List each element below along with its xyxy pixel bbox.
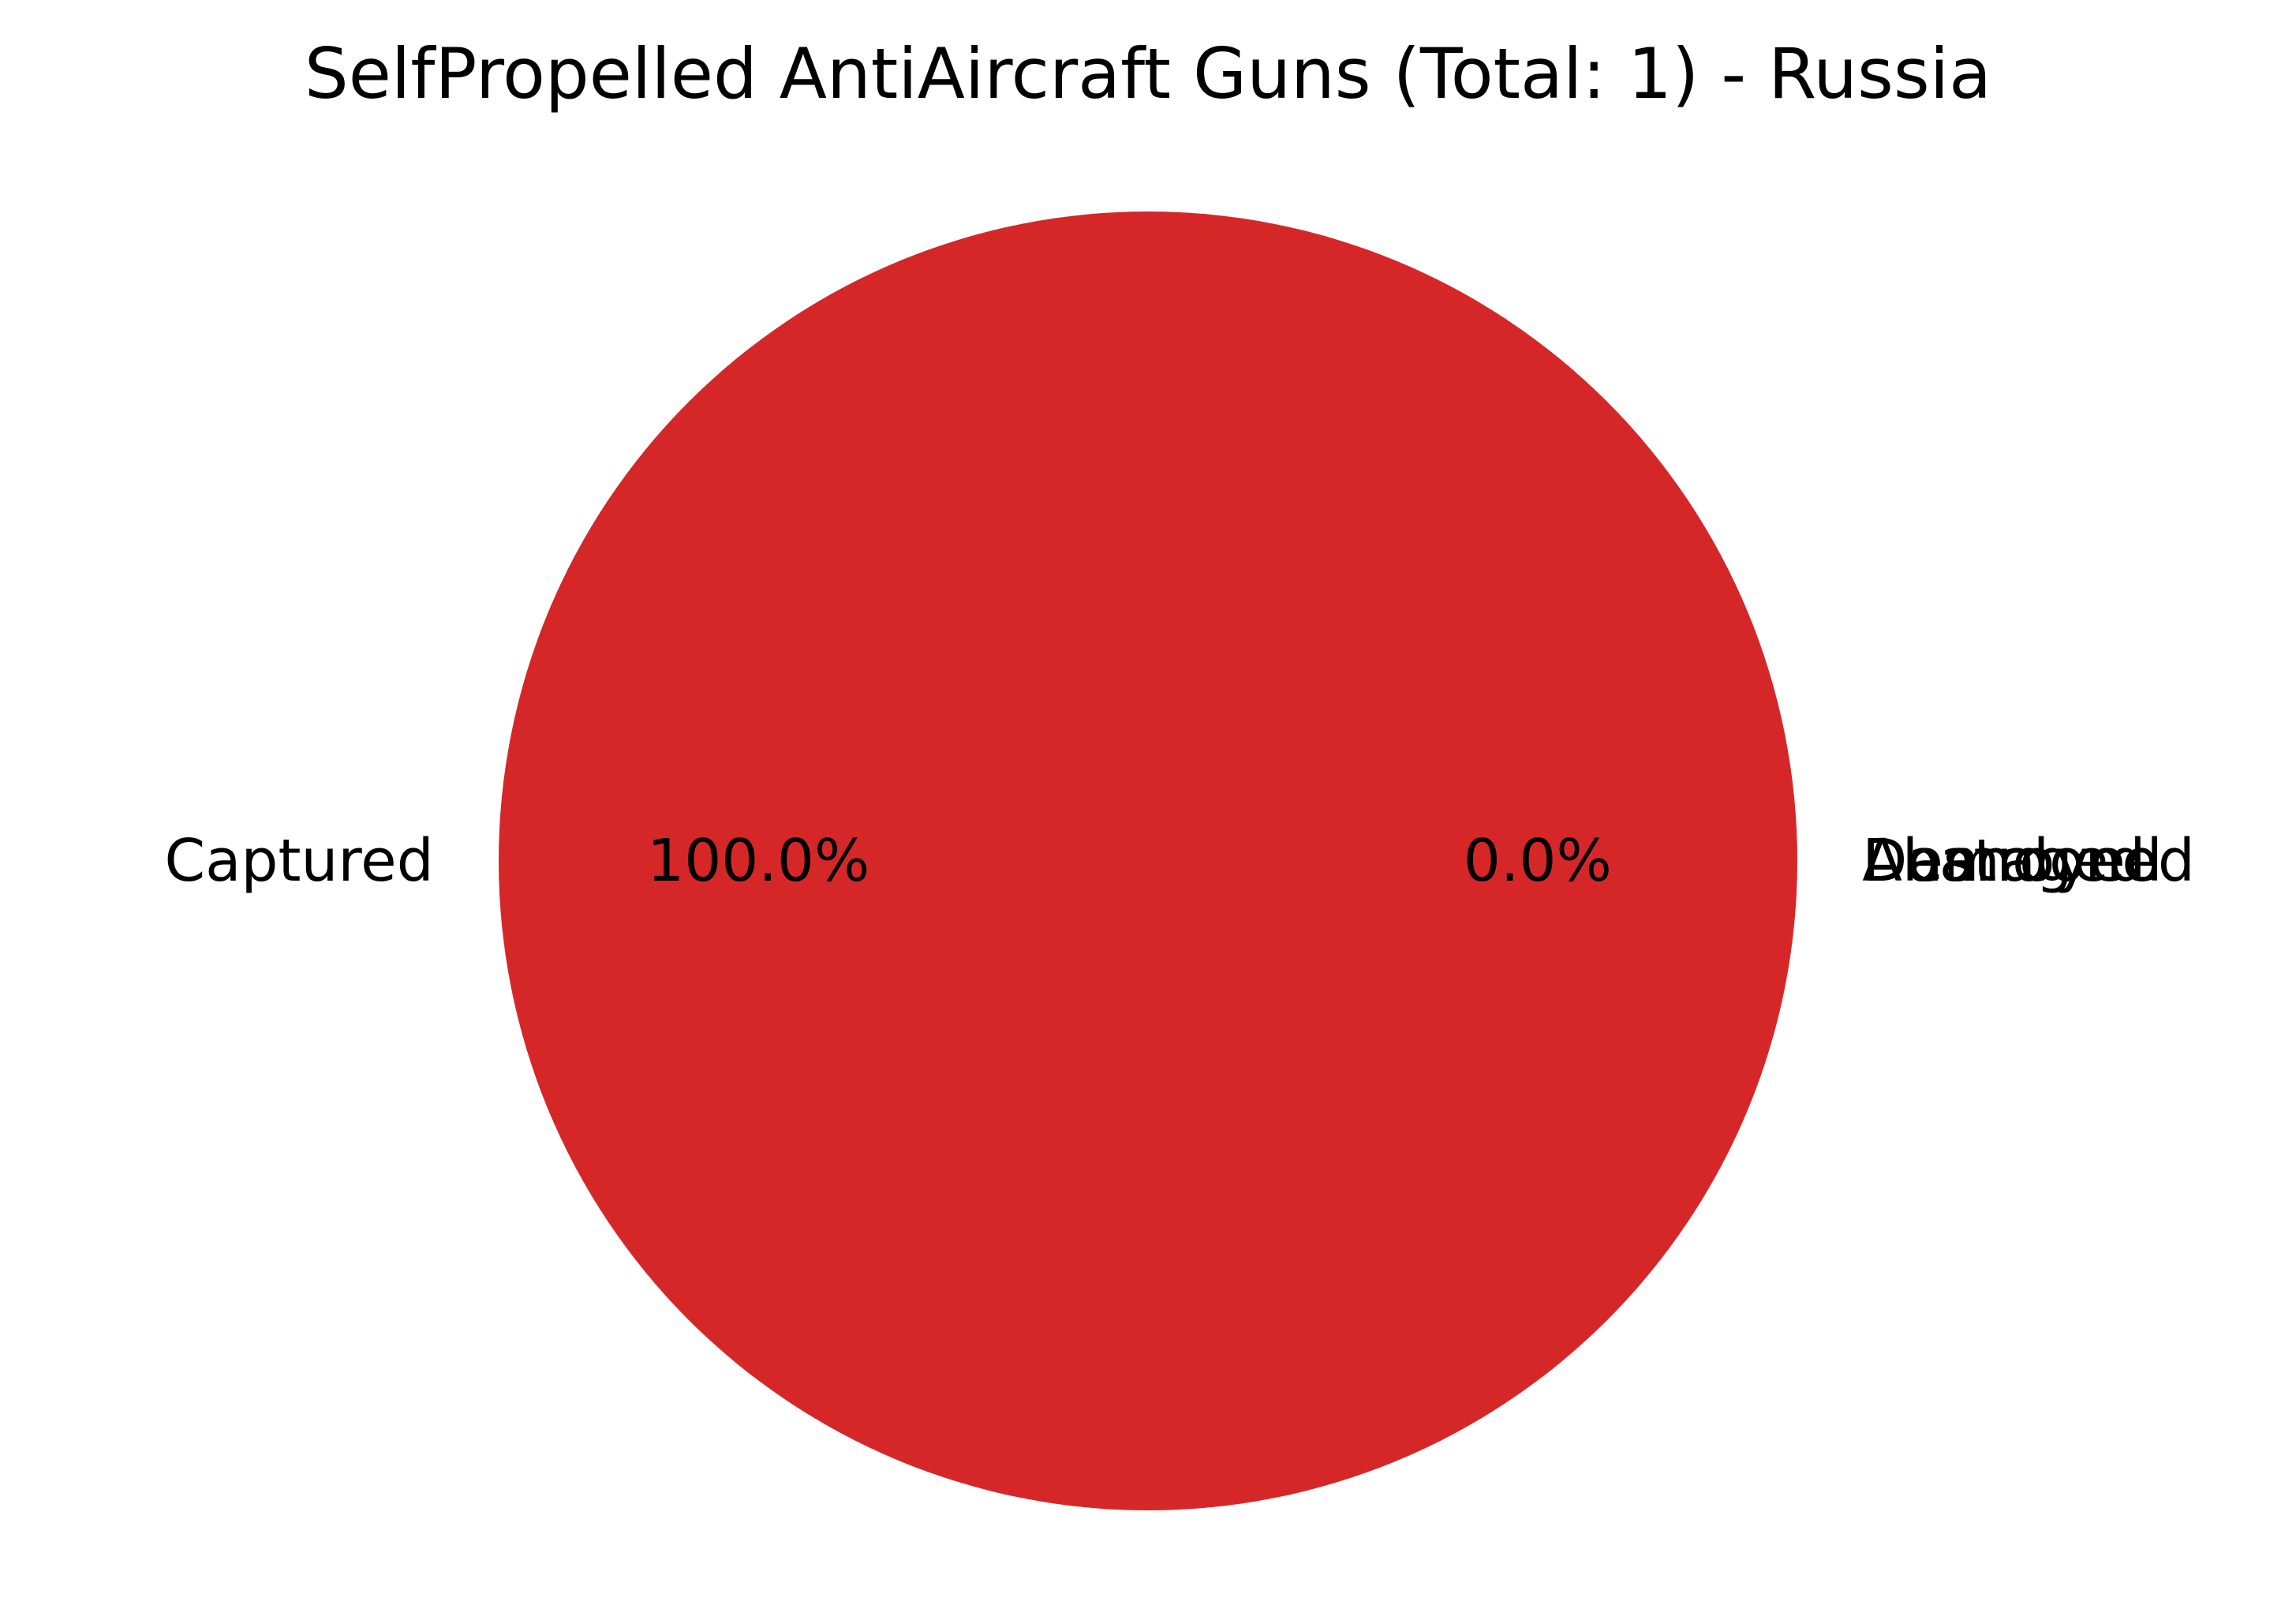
pie-slices — [499, 211, 1797, 1510]
pie-slice-captured — [499, 211, 1797, 1510]
pie-percent-destroyed: 0.0% — [1464, 827, 1612, 895]
pie-label-captured: Captured — [164, 827, 433, 895]
chart-title: SelfPropelled AntiAircraft Guns (Total: … — [305, 33, 1991, 114]
pie-label-destroyed: Destroyed — [1862, 827, 2162, 895]
pie-labels: Captured 100.0% Destroyed 0.0% AbandonedDama… — [164, 827, 2194, 895]
pie-percent-captured: 100.0% — [647, 827, 869, 895]
pie-label-damaged: Damaged — [1862, 827, 2145, 895]
pie-label-abandoned: Abandoned — [1862, 827, 2195, 895]
